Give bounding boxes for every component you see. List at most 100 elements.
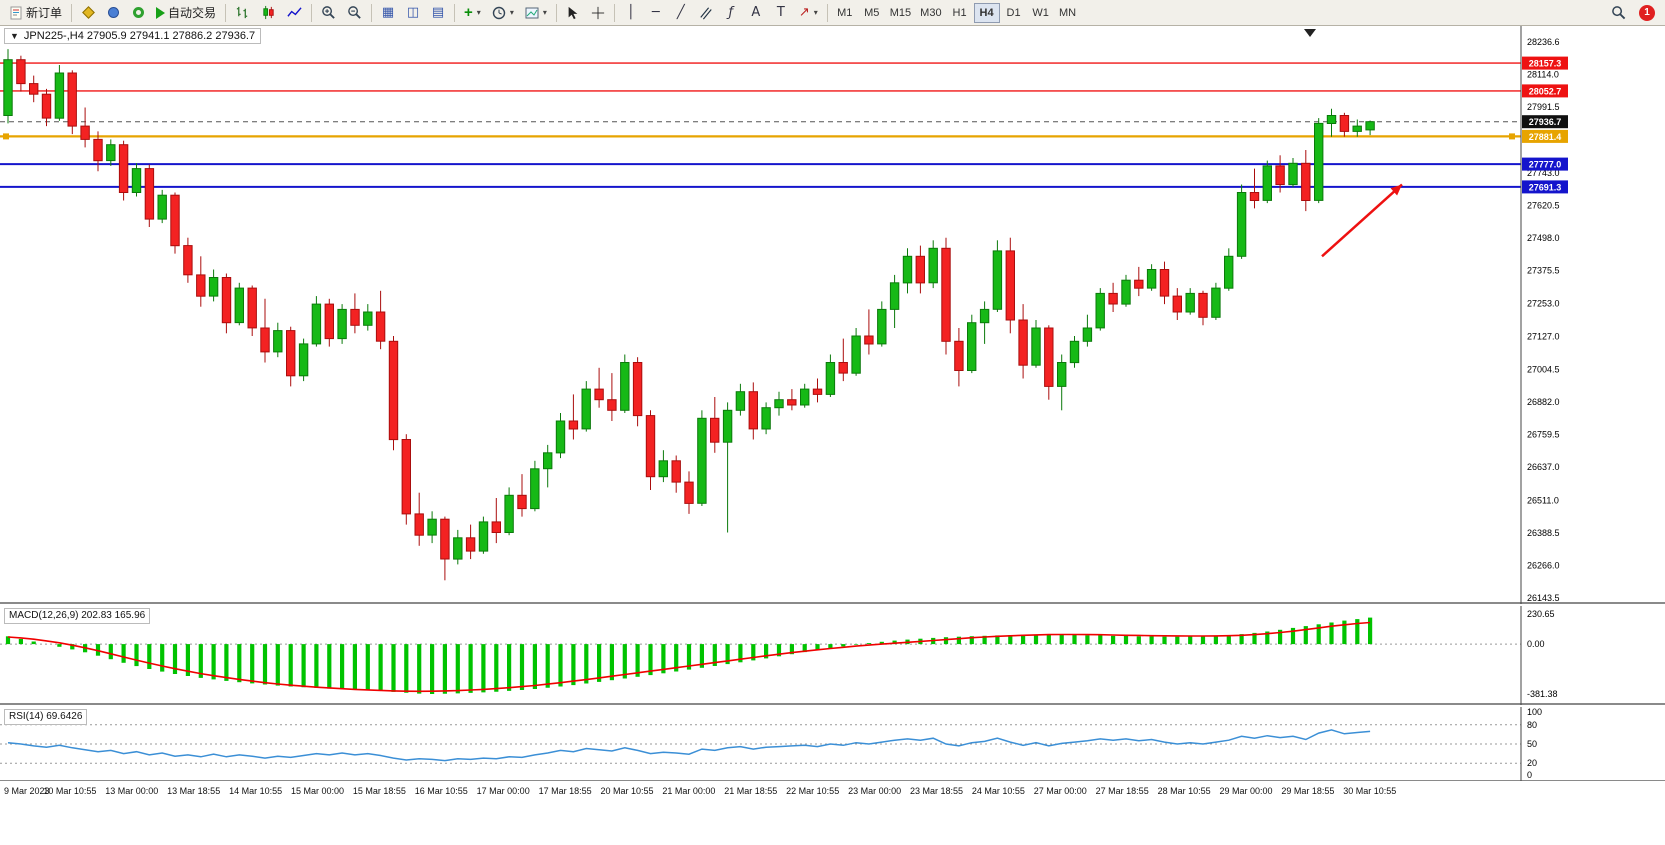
price-axis-label: 27127.0 (1527, 332, 1560, 342)
price-axis-label: 28114.0 (1527, 70, 1559, 80)
notification-badge[interactable]: 1 (1639, 4, 1655, 21)
rsi-scale-label: 20 (1527, 758, 1537, 768)
price-badge-value: 28157.3 (1529, 59, 1562, 69)
channel-tool-button[interactable] (694, 2, 718, 24)
timeframe-group: M1 M5 M15 M30 H1 H4 D1 W1 MN (832, 2, 1081, 23)
new-order-button[interactable]: 新订单 (4, 2, 67, 24)
timeframe-m30[interactable]: M30 (916, 3, 945, 23)
text-tool-button[interactable]: A (744, 2, 768, 24)
fibonacci-tool-button[interactable]: ƒ (719, 2, 743, 24)
price-badge-value: 27881.4 (1529, 132, 1562, 142)
equidistant-channel-icon (700, 6, 712, 19)
timeframe-h1[interactable]: H1 (947, 3, 973, 23)
horizontal-line-tool-button[interactable]: ─ (644, 2, 668, 24)
crosshair-tool-button[interactable] (586, 2, 610, 24)
chart-shift-marker[interactable] (1304, 29, 1316, 37)
navigator-button[interactable] (126, 2, 150, 24)
trend-arrow-annotation[interactable] (1321, 183, 1403, 258)
price-axis-label: 28236.6 (1527, 37, 1560, 47)
tile-windows-button[interactable]: ▦ (376, 2, 400, 24)
price-badge (1522, 157, 1568, 171)
time-axis-label: 16 Mar 10:55 (414, 786, 468, 796)
text-icon: A (751, 5, 761, 20)
price-axis-label: 26143.5 (1527, 593, 1560, 603)
cursor-icon (568, 6, 578, 19)
rsi-scale-label: 80 (1527, 720, 1537, 730)
chart-profile-button[interactable] (76, 2, 100, 24)
timeframe-m15[interactable]: M15 (886, 3, 915, 23)
arrow-tool-icon: ↗ (798, 5, 810, 20)
templates-icon (525, 7, 539, 18)
market-watch-icon (107, 7, 119, 18)
rsi-scale-label: 100 (1527, 707, 1542, 717)
auto-trading-button[interactable]: 自动交易 (151, 2, 221, 24)
price-badge (1522, 180, 1568, 194)
price-chart-panel: ▼ JPN225-,H4 27905.9 27941.1 27886.2 279… (0, 26, 1665, 604)
zoom-in-button[interactable] (316, 2, 341, 24)
timeframe-d1[interactable]: D1 (1001, 3, 1027, 23)
price-badge-value: 27691.3 (1529, 182, 1562, 192)
search-button[interactable] (1606, 2, 1631, 24)
price-badge-value: 28052.7 (1529, 86, 1562, 96)
text-label-tool-button[interactable]: T (769, 2, 793, 24)
arrange-windows-button[interactable]: ▤ (426, 2, 450, 24)
macd-canvas[interactable]: 230.65 0.00 -381.38 (0, 606, 1665, 705)
price-axis-label: 27253.0 (1527, 298, 1560, 308)
line-handle[interactable] (1509, 133, 1515, 140)
chart-menu-icon[interactable]: ▼ (10, 31, 19, 41)
vertical-line-tool-button[interactable]: │ (619, 2, 643, 24)
cascade-windows-icon: ◫ (406, 5, 420, 20)
time-axis-label: 13 Mar 18:55 (167, 786, 221, 796)
arrow-tools-button[interactable]: ↗ ▾ (794, 2, 823, 24)
cascade-windows-button[interactable]: ◫ (401, 2, 425, 24)
zoom-out-button[interactable] (342, 2, 367, 24)
line-handle[interactable] (3, 133, 9, 140)
add-indicator-icon: + (464, 4, 473, 21)
trendline-tool-button[interactable]: ╱ (669, 2, 693, 24)
price-axis-label: 26759.5 (1527, 429, 1560, 439)
time-axis-label: 30 Mar 10:55 (1343, 786, 1397, 796)
price-badge-value: 27777.0 (1529, 160, 1562, 170)
time-axis-label: 21 Mar 18:55 (724, 786, 778, 796)
time-axis[interactable]: 9 Mar 2023 10 Mar 10:55 13 Mar 00:00 13 Mar… (0, 782, 1665, 802)
time-axis-label: 15 Mar 18:55 (352, 786, 406, 796)
bar-chart-icon (236, 6, 248, 19)
horizontal-line-icon: ─ (651, 5, 660, 20)
rsi-scale-label: 50 (1527, 739, 1537, 749)
time-axis-label: 17 Mar 18:55 (538, 786, 592, 796)
macd-scale-label: 230.65 (1527, 609, 1555, 619)
rsi-panel: RSI(14) 69.6426 100 80 50 20 0 (0, 707, 1665, 781)
timeframe-w1[interactable]: W1 (1028, 3, 1054, 23)
candlestick-chart-icon (263, 5, 274, 20)
time-axis-label: 24 Mar 10:55 (971, 786, 1025, 796)
candlestick-chart-button[interactable] (256, 2, 281, 24)
timeframe-h4[interactable]: H4 (973, 2, 1000, 23)
timeframe-m1[interactable]: M1 (832, 3, 858, 23)
price-axis-label: 27991.5 (1527, 102, 1560, 112)
rsi-line (7, 729, 1371, 762)
new-order-label: 新订单 (26, 6, 63, 20)
cursor-tool-button[interactable] (561, 2, 585, 24)
fibonacci-icon: ƒ (728, 5, 734, 20)
toolbar: 新订单 自动交易 ▦ ◫ ▤ + ▾ ▾ ▾ │ ─ ╱ (0, 0, 1665, 26)
templates-button[interactable]: ▾ (520, 2, 552, 24)
time-axis-label: 10 Mar 10:55 (43, 786, 97, 796)
bar-chart-button[interactable] (230, 2, 255, 24)
line-chart-icon (287, 7, 302, 17)
time-axis-label: 29 Mar 00:00 (1219, 786, 1273, 796)
market-watch-button[interactable] (101, 2, 125, 24)
search-icon (1612, 6, 1626, 20)
timeframe-m5[interactable]: M5 (859, 3, 885, 23)
add-indicator-button[interactable]: + ▾ (459, 2, 486, 24)
zoom-out-icon (348, 6, 361, 19)
periods-button[interactable]: ▾ (487, 2, 519, 24)
price-chart-canvas[interactable]: 28236.6 28114.0 27991.5 27743.0 27620.5 27498… (0, 26, 1665, 604)
price-axis-label: 27004.5 (1527, 364, 1560, 374)
line-chart-button[interactable] (282, 2, 307, 24)
rsi-canvas[interactable]: 100 80 50 20 0 (0, 707, 1665, 781)
timeframe-mn[interactable]: MN (1055, 3, 1081, 23)
tile-windows-icon: ▦ (381, 5, 395, 20)
price-axis-label: 27375.5 (1527, 266, 1560, 276)
chart-title: JPN225-,H4 27905.9 27941.1 27886.2 27936… (23, 30, 256, 42)
auto-trading-label: 自动交易 (168, 6, 217, 20)
